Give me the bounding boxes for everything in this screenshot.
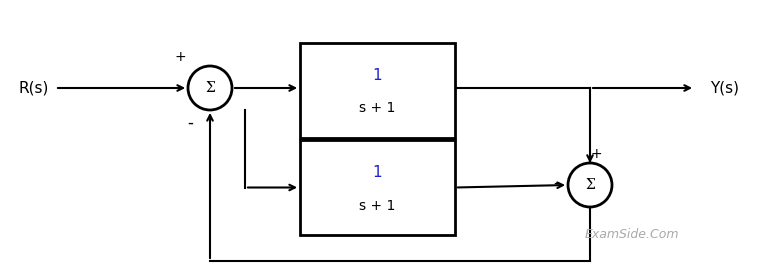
Bar xyxy=(300,140,455,235)
Text: ExamSide.Com: ExamSide.Com xyxy=(585,229,679,242)
Text: s + 1: s + 1 xyxy=(359,102,395,115)
Text: Σ: Σ xyxy=(585,178,595,192)
Text: -: - xyxy=(187,114,193,132)
Bar xyxy=(300,43,455,138)
Text: 1: 1 xyxy=(373,68,383,83)
Text: 1: 1 xyxy=(373,165,383,180)
Text: +: + xyxy=(590,147,602,161)
Text: -: - xyxy=(553,174,559,192)
Text: +: + xyxy=(174,50,186,64)
Text: s + 1: s + 1 xyxy=(359,198,395,212)
Text: R(s): R(s) xyxy=(18,81,49,96)
Text: Y(s): Y(s) xyxy=(710,81,739,96)
Text: Σ: Σ xyxy=(205,81,215,95)
